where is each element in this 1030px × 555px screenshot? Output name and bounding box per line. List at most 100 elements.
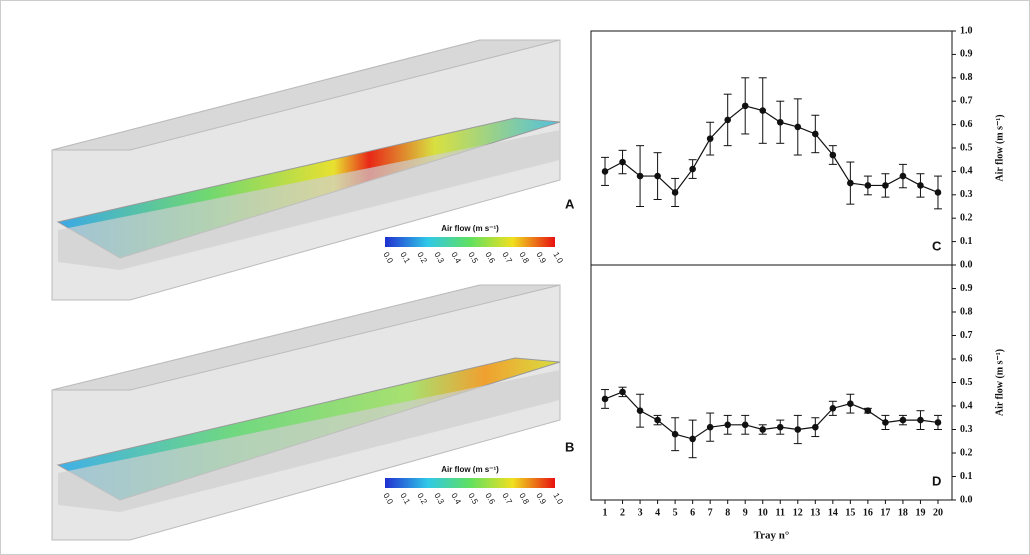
point	[619, 389, 626, 396]
x-tick-label: 6	[690, 507, 695, 518]
point	[812, 424, 819, 431]
colorbar-tick-label: 0.6	[483, 251, 497, 266]
point	[777, 424, 784, 431]
y-tick-label: 0.4	[960, 166, 973, 177]
y-tick-label: 1.0	[960, 25, 973, 36]
point	[689, 166, 696, 173]
x-tick-label: 19	[915, 507, 925, 518]
colorbar-title: Air flow (m s⁻¹)	[441, 465, 499, 474]
point	[865, 407, 872, 414]
colorbar-tick-label: 0.9	[534, 251, 548, 266]
point	[654, 417, 661, 424]
point	[847, 180, 854, 187]
point	[689, 436, 696, 443]
point	[882, 182, 889, 189]
point	[619, 159, 626, 166]
colorbar-tick-label: 0.3	[432, 251, 446, 266]
point	[672, 189, 679, 196]
colorbar-tick-label: 0.9	[534, 492, 548, 507]
y-tick-label: 0.9	[960, 49, 973, 60]
render-b: Air flow (m s⁻¹) B	[52, 285, 574, 540]
point	[935, 189, 942, 196]
point	[654, 173, 661, 180]
y-tick-label: 0.6	[960, 119, 973, 130]
panel-label: C	[932, 238, 942, 253]
y-tick-label: 0.2	[960, 447, 973, 458]
point	[847, 400, 854, 407]
x-tick-label: 1	[603, 507, 608, 518]
y-tick-label: 0.8	[960, 72, 973, 83]
colorbar-tick-label: 0.4	[449, 251, 463, 266]
colorbar-tick-label: 0.6	[483, 492, 497, 507]
x-tick-label: 18	[898, 507, 908, 518]
colorbar-tick-label: 0.0	[381, 251, 395, 266]
point	[777, 119, 784, 126]
point	[707, 135, 714, 142]
point	[724, 117, 731, 124]
y-tick-label: 0.7	[960, 330, 973, 341]
point	[865, 182, 872, 189]
x-tick-label: 11	[776, 507, 785, 518]
point	[637, 407, 644, 414]
colorbar-tick-label: 1.0	[551, 492, 565, 507]
x-tick-label: 4	[655, 507, 660, 518]
point	[742, 103, 749, 110]
y-axis-label: Air flow (m s⁻¹)	[994, 349, 1005, 416]
colorbar-tick-label: 0.4	[449, 492, 463, 507]
point	[602, 396, 609, 403]
point	[759, 426, 766, 433]
colorbar-tick-label: 0.1	[398, 251, 412, 266]
point	[637, 173, 644, 180]
point	[882, 419, 889, 426]
point	[742, 422, 749, 429]
colorbar-tick-label: 0.8	[517, 251, 531, 266]
panel-label: D	[932, 473, 941, 488]
x-tick-label: 3	[638, 507, 643, 518]
colorbar-tick-label: 0.3	[432, 492, 446, 507]
point	[672, 431, 679, 438]
point	[917, 182, 924, 189]
render-a: Air flow (m s⁻¹) A	[52, 40, 575, 300]
point	[900, 417, 907, 424]
colorbar-tick-label: 0.1	[398, 492, 412, 507]
point	[794, 426, 801, 433]
plot-frame	[591, 265, 952, 500]
y-tick-label: 0.9	[960, 283, 973, 294]
plot-frame	[591, 31, 952, 265]
point	[812, 131, 819, 138]
point	[900, 173, 907, 180]
y-tick-label: 0.3	[960, 189, 973, 200]
colorbar-tick-label: 0.5	[466, 251, 480, 266]
y-tick-label: 0.3	[960, 424, 973, 435]
x-tick-label: 9	[743, 507, 748, 518]
x-tick-label: 2	[620, 507, 625, 518]
y-tick-label: 0.7	[960, 95, 973, 106]
point	[794, 124, 801, 131]
colorbar-title: Air flow (m s⁻¹)	[441, 224, 499, 233]
x-tick-label: 8	[725, 507, 730, 518]
series-line	[605, 106, 938, 193]
x-tick-label: 16	[863, 507, 873, 518]
point	[724, 422, 731, 429]
y-tick-label: 0.1	[960, 471, 973, 482]
colorbar-tick-label: 0.7	[500, 251, 514, 266]
y-tick-label: 0.0	[960, 259, 973, 270]
colorbar-tick-label: 0.8	[517, 492, 531, 507]
colorbar-tick-label: 0.2	[415, 492, 429, 507]
x-tick-label: 12	[793, 507, 803, 518]
panel-label: A	[565, 196, 575, 211]
point	[759, 107, 766, 114]
y-tick-label: 0.0	[960, 494, 973, 505]
point	[602, 168, 609, 175]
x-tick-label: 15	[845, 507, 855, 518]
colorbar-tick-label: 0.2	[415, 251, 429, 266]
y-axis-label: Air flow (m s⁻¹)	[994, 114, 1005, 181]
x-tick-label: 10	[758, 507, 768, 518]
figure: Air flow (m s⁻¹) A Air flow (m s⁻¹) B 0.…	[0, 0, 1030, 555]
x-tick-label: 17	[880, 507, 890, 518]
x-axis-label: Tray n°	[754, 530, 790, 542]
colorbar-tick-label: 0.7	[500, 492, 514, 507]
panel-label: B	[565, 439, 574, 454]
x-tick-label: 7	[708, 507, 713, 518]
x-tick-label: 5	[673, 507, 678, 518]
